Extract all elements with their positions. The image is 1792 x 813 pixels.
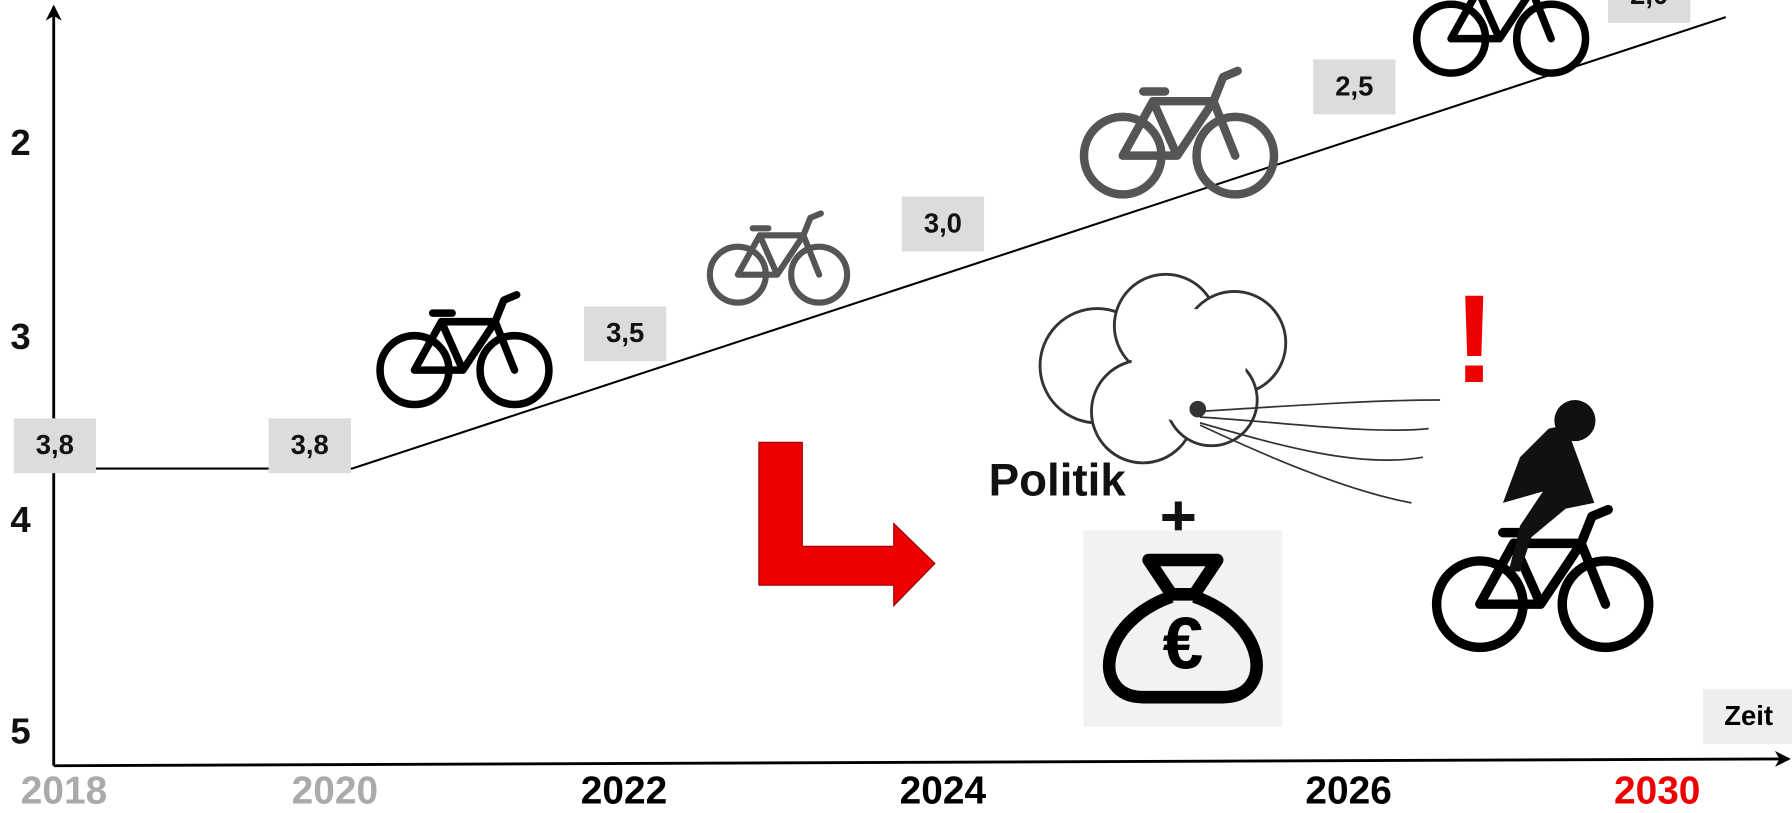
x-title-box — [1702, 689, 1792, 745]
grade-box — [901, 196, 985, 252]
exclamation: ! — [1453, 268, 1495, 409]
grade-box — [1608, 0, 1691, 23]
euro-symbol: € — [1163, 603, 1204, 684]
x-axis — [53, 750, 1791, 768]
grade-box — [13, 418, 97, 474]
y-label: 3 — [10, 316, 30, 357]
grade: 3,8 — [291, 429, 329, 460]
y-label: 4 — [10, 499, 31, 540]
grade-box — [584, 306, 667, 362]
cyclist — [1437, 400, 1649, 647]
x-title: Zeit — [1724, 700, 1773, 731]
grade: 3,0 — [924, 207, 962, 238]
y-label: 5 — [10, 710, 30, 751]
bike-icon — [380, 295, 549, 405]
x-label: 2030 — [1614, 769, 1700, 812]
grade: 3,5 — [606, 317, 644, 348]
red-arrow — [758, 441, 936, 608]
kids-bike-icon — [710, 213, 847, 302]
x-label: 2022 — [581, 769, 667, 812]
x-label: 2018 — [21, 769, 107, 812]
canvas: 2 3 4 5 2018 2020 2022 2024 2026 2030 Ze… — [10, 0, 1792, 812]
bike-icon — [1417, 0, 1586, 73]
x-label: 2020 — [292, 769, 378, 812]
politik-label: Politik — [989, 455, 1127, 506]
grade: 2,0 — [1630, 0, 1668, 10]
grade: 3,8 — [36, 429, 74, 460]
x-label: 2024 — [900, 769, 987, 812]
wind-cloud — [1038, 272, 1441, 504]
grade-box — [268, 418, 351, 474]
y-label: 2 — [10, 122, 30, 163]
grade: 2,5 — [1335, 70, 1373, 101]
grade-box — [1313, 59, 1396, 115]
money-bag — [1103, 553, 1263, 704]
x-label: 2026 — [1305, 769, 1391, 812]
